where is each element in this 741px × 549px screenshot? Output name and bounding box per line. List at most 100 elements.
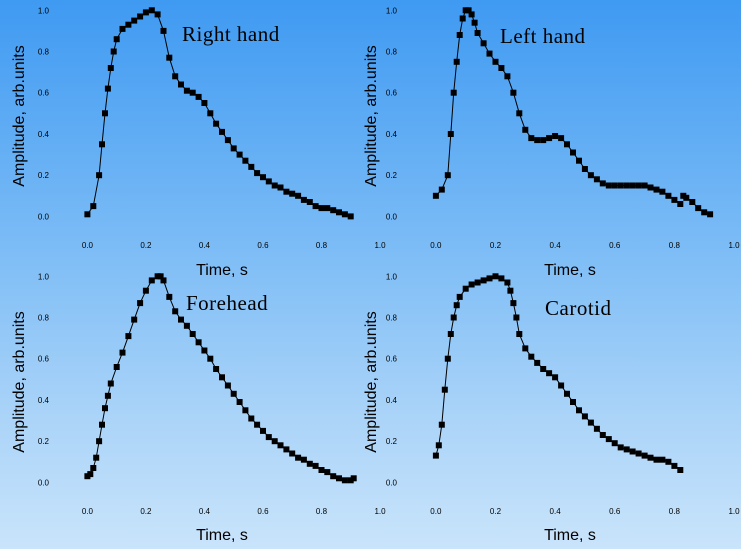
x-tick-label: 1.0 bbox=[374, 507, 386, 516]
data-point bbox=[137, 300, 144, 307]
data-point bbox=[207, 110, 214, 117]
y-tick-label: 1.0 bbox=[386, 272, 398, 281]
x-tick-label: 0.6 bbox=[257, 507, 269, 516]
x-tick-label: 0.0 bbox=[82, 507, 94, 516]
data-point bbox=[142, 287, 149, 294]
data-point bbox=[324, 205, 331, 212]
data-point bbox=[599, 180, 606, 187]
data-point bbox=[570, 399, 576, 405]
x-tick-label: 0.6 bbox=[257, 241, 269, 250]
x-tick-label: 0.2 bbox=[490, 241, 502, 250]
data-point bbox=[347, 213, 354, 220]
data-point bbox=[456, 293, 463, 300]
y-tick-label: 1.0 bbox=[386, 6, 398, 15]
data-point bbox=[689, 199, 696, 205]
data-point bbox=[242, 407, 249, 414]
x-tick-label: 0.8 bbox=[316, 507, 328, 516]
x-axis-title: Time, s bbox=[196, 262, 248, 279]
data-point bbox=[522, 126, 529, 133]
data-point bbox=[671, 196, 678, 203]
data-point bbox=[659, 188, 666, 195]
data-point bbox=[534, 137, 541, 144]
data-point bbox=[312, 203, 319, 210]
data-point bbox=[623, 446, 630, 453]
data-point bbox=[107, 65, 114, 71]
y-tick-label: 0.4 bbox=[386, 396, 398, 405]
data-point bbox=[201, 100, 208, 106]
y-axis-title: Amplitude, arb.units bbox=[363, 311, 380, 452]
data-point bbox=[641, 182, 648, 189]
data-point bbox=[587, 172, 594, 179]
y-tick-label: 0.0 bbox=[38, 478, 50, 487]
data-point bbox=[492, 58, 499, 65]
data-point bbox=[166, 54, 173, 61]
x-axis-title: Time, s bbox=[196, 527, 248, 544]
chart-title: Forehead bbox=[186, 291, 268, 315]
data-point bbox=[213, 120, 220, 127]
y-tick-label: 0.6 bbox=[38, 89, 50, 98]
data-point bbox=[183, 87, 190, 94]
data-point bbox=[462, 285, 469, 292]
data-point bbox=[102, 110, 108, 117]
data-point bbox=[248, 163, 255, 170]
data-point bbox=[277, 184, 284, 191]
data-point bbox=[444, 355, 451, 362]
data-point bbox=[552, 374, 559, 381]
data-point bbox=[552, 133, 559, 139]
data-point bbox=[468, 281, 475, 288]
data-point bbox=[629, 448, 636, 455]
y-tick-label: 0.0 bbox=[386, 478, 398, 487]
data-point bbox=[453, 58, 460, 65]
data-point bbox=[137, 13, 144, 20]
data-point bbox=[110, 48, 117, 55]
data-point bbox=[300, 456, 307, 463]
x-tick-label: 1.0 bbox=[728, 241, 740, 250]
data-point bbox=[528, 135, 535, 142]
data-point bbox=[677, 467, 684, 473]
data-point bbox=[213, 366, 220, 372]
data-point bbox=[564, 390, 570, 397]
data-point bbox=[295, 192, 302, 199]
data-point bbox=[471, 19, 478, 26]
data-point bbox=[516, 331, 523, 337]
data-point bbox=[318, 205, 325, 212]
x-tick-label: 0.4 bbox=[550, 507, 562, 516]
data-point bbox=[300, 196, 307, 203]
data-point bbox=[283, 446, 290, 453]
data-point bbox=[528, 353, 535, 360]
data-point bbox=[104, 392, 111, 399]
data-point bbox=[195, 339, 202, 346]
data-point bbox=[289, 190, 296, 197]
data-point bbox=[447, 131, 454, 137]
data-point bbox=[131, 17, 138, 24]
x-tick-label: 0.0 bbox=[82, 241, 94, 250]
data-point bbox=[465, 7, 472, 14]
data-point bbox=[265, 178, 272, 185]
data-point bbox=[254, 421, 261, 428]
data-point bbox=[113, 36, 120, 43]
y-axis-title: Amplitude, arb.units bbox=[363, 45, 380, 186]
x-tick-label: 0.8 bbox=[316, 241, 328, 250]
x-axis-title: Time, s bbox=[544, 262, 596, 279]
data-point bbox=[148, 277, 155, 284]
data-point bbox=[242, 157, 249, 164]
y-tick-label: 0.2 bbox=[38, 437, 50, 446]
data-point bbox=[219, 374, 225, 381]
data-point bbox=[671, 462, 678, 469]
data-point bbox=[564, 141, 570, 148]
data-point bbox=[207, 355, 214, 362]
data-point bbox=[492, 273, 499, 280]
data-point bbox=[107, 380, 114, 387]
data-point bbox=[160, 27, 167, 34]
data-point bbox=[142, 9, 149, 16]
data-point bbox=[623, 182, 630, 189]
data-point bbox=[183, 322, 190, 329]
data-point bbox=[653, 186, 660, 193]
data-point bbox=[438, 186, 445, 193]
data-point bbox=[172, 73, 179, 80]
data-point bbox=[330, 473, 337, 480]
data-point bbox=[474, 30, 481, 36]
x-tick-label: 0.4 bbox=[199, 507, 211, 516]
x-tick-label: 0.4 bbox=[199, 241, 211, 250]
